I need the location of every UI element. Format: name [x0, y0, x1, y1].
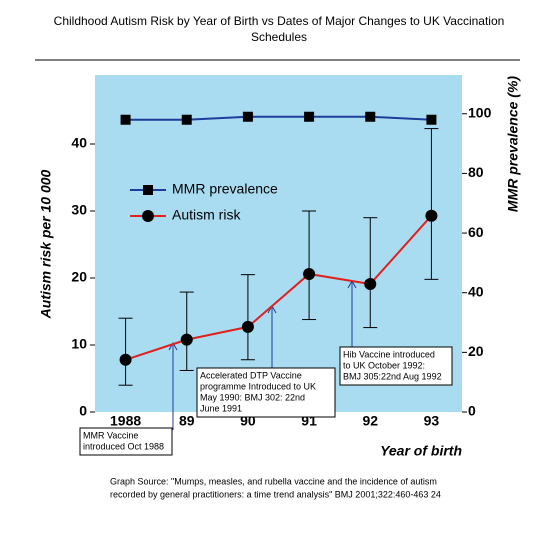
annotation-text: BMJ 305:22nd Aug 1992 [343, 371, 442, 381]
y2-tick-label: 0 [468, 403, 476, 419]
x-tick-label: 1988 [110, 413, 141, 429]
x-tick-label: 92 [362, 413, 378, 429]
y2-axis-label: MMR prevalence (%) [505, 76, 521, 212]
y2-tick-label: 100 [468, 104, 492, 120]
annotation-text: MMR Vaccine [83, 430, 138, 440]
source-note: Graph Source: "Mumps, measles, and rubel… [110, 476, 437, 486]
y2-tick-label: 20 [468, 343, 484, 359]
x-tick-label: 89 [179, 413, 195, 429]
marker [242, 111, 253, 122]
annotation-text: Hib Vaccine introduced [343, 349, 435, 359]
y-tick-label: 20 [71, 269, 87, 285]
y2-tick-label: 40 [468, 283, 484, 299]
y2-tick-label: 60 [468, 224, 484, 240]
annotation-text: to UK October 1992: [343, 360, 425, 370]
legend-marker [143, 185, 153, 195]
annotation-text: introduced Oct 1988 [83, 441, 164, 451]
annotation-arrowhead [168, 341, 178, 351]
x-axis-label: Year of birth [380, 443, 462, 459]
y-tick-label: 30 [71, 202, 87, 218]
y-tick-label: 40 [71, 135, 87, 151]
marker [364, 278, 377, 291]
y-axis-label: Autism risk per 10 000 [38, 169, 54, 319]
annotation-text: June 1991 [200, 403, 242, 413]
annotation-text: programme Introduced to UK [200, 381, 316, 391]
series-line [125, 115, 432, 121]
annotation-box [339, 346, 453, 386]
series-line [125, 215, 433, 361]
legend-label: Autism risk [172, 207, 241, 223]
marker [303, 267, 316, 280]
annotation-box [196, 367, 336, 418]
marker [425, 209, 438, 222]
chart-title: Schedules [251, 30, 307, 44]
marker [181, 114, 192, 125]
y-tick-label: 10 [71, 336, 87, 352]
y-tick-label: 0 [79, 403, 87, 419]
marker [241, 320, 254, 333]
x-tick-label: 93 [424, 413, 440, 429]
marker [304, 111, 315, 122]
marker [120, 114, 131, 125]
marker [119, 353, 132, 366]
annotation-text: Accelerated DTP Vaccine [200, 370, 302, 380]
marker [180, 333, 193, 346]
annotation-box [79, 427, 173, 456]
marker [426, 114, 437, 125]
chart-title: Childhood Autism Risk by Year of Birth v… [54, 14, 505, 28]
source-note: recorded by general practitioners: a tim… [110, 489, 441, 499]
marker [365, 111, 376, 122]
legend-label: MMR prevalence [172, 181, 278, 197]
annotation-text: May 1990: BMJ 302: 22nd [200, 392, 305, 402]
y2-tick-label: 80 [468, 164, 484, 180]
legend-marker [142, 210, 154, 222]
